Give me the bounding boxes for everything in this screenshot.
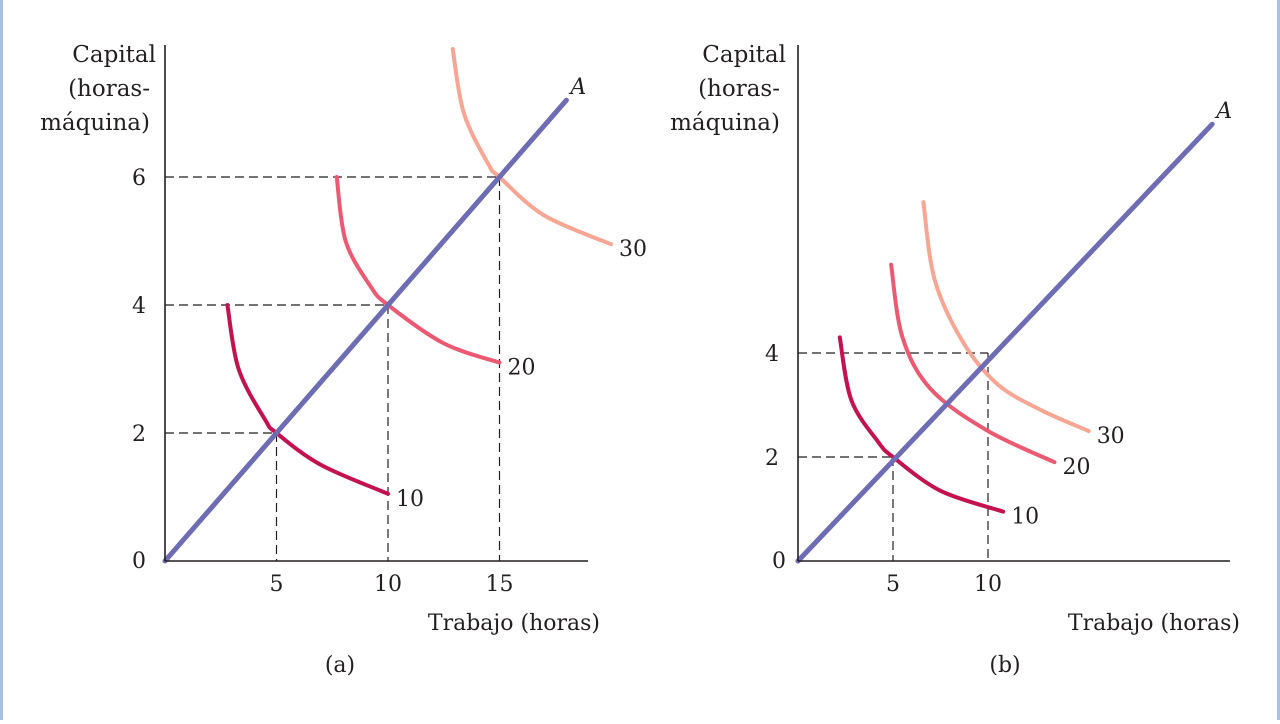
y-tick-label: 4 — [132, 294, 146, 319]
isoquant-curves — [225, 47, 613, 496]
x-axis-label: Trabajo (horas) — [1068, 611, 1240, 636]
panel-label: (a) — [325, 653, 355, 678]
isoquant-curve-10 — [225, 303, 390, 496]
y-tick-label: 6 — [132, 166, 146, 191]
isoquant-label: 20 — [508, 356, 536, 381]
guide-lines — [798, 352, 989, 561]
y-axis-label-line-1: Capital — [702, 42, 786, 68]
expansion-path-ray — [795, 121, 1215, 564]
panel-a: Capital (horas- máquina) 0 2 4 6 5 10 15… — [40, 42, 647, 678]
y-axis-label-line-3: máquina) — [670, 110, 780, 136]
expansion-path-ray — [162, 97, 569, 564]
isoquant-curve-30 — [450, 47, 613, 247]
ray-label: A — [1214, 99, 1232, 124]
origin-label: 0 — [132, 549, 146, 574]
isoquant-label: 20 — [1063, 455, 1091, 480]
y-tick-label: 2 — [132, 422, 146, 447]
y-tick-label: 4 — [765, 342, 779, 367]
frame-left-border — [0, 0, 3, 720]
y-axis-label-line-2: (horas- — [68, 76, 150, 102]
ray-label: A — [568, 75, 586, 100]
y-tick-label: 2 — [765, 446, 779, 471]
x-tick-label: 10 — [374, 572, 402, 597]
x-axis-label: Trabajo (horas) — [428, 611, 600, 636]
y-axis-label-line-3: máquina) — [40, 110, 150, 136]
isoquant-curve-10 — [837, 335, 1006, 514]
x-tick-label: 5 — [270, 572, 284, 597]
isoquant-curve-20 — [334, 175, 502, 365]
isoquant-curve-20 — [889, 262, 1057, 465]
panel-b: Capital (horas- máquina) 0 2 4 5 10 Trab… — [670, 42, 1240, 678]
isoquant-label: 30 — [1097, 424, 1125, 449]
isoquant-curves — [837, 200, 1091, 514]
isoquant-label: 10 — [396, 487, 424, 512]
origin-label: 0 — [772, 549, 786, 574]
panel-label: (b) — [989, 653, 1020, 678]
x-tick-label: 10 — [974, 572, 1002, 597]
y-axis-label-line-2: (horas- — [698, 76, 780, 102]
guide-lines — [165, 176, 501, 561]
isoquant-label: 30 — [619, 237, 647, 262]
y-axis-label-line-1: Capital — [72, 42, 156, 68]
isoquant-curve-30 — [921, 200, 1091, 433]
isoquant-label: 10 — [1011, 505, 1039, 530]
x-tick-label: 15 — [486, 572, 514, 597]
frame-right-border — [1277, 0, 1280, 720]
x-tick-label: 5 — [886, 572, 900, 597]
